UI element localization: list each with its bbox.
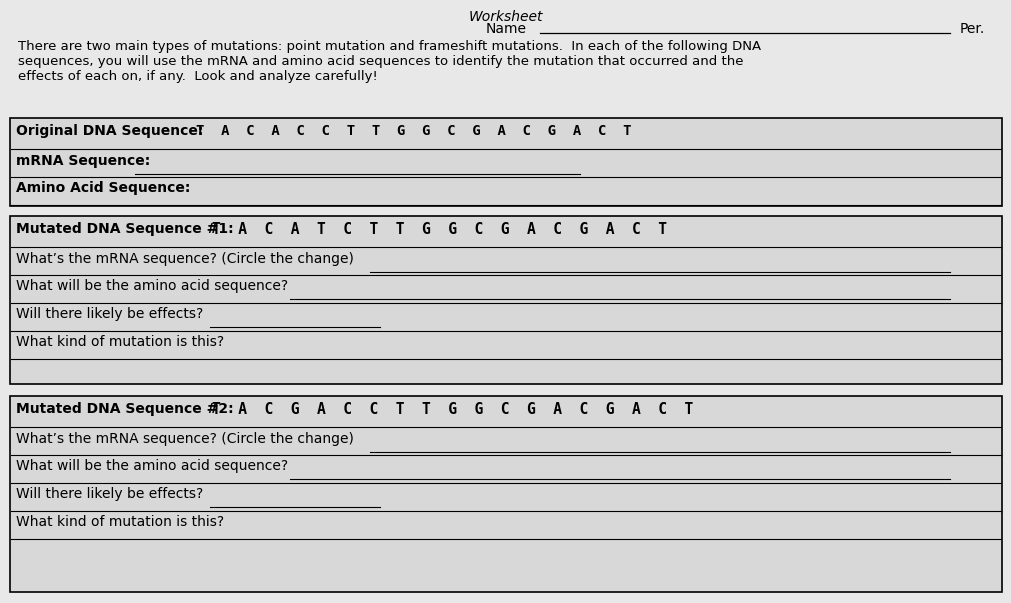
Text: Worksheet: Worksheet: [468, 10, 543, 24]
Text: Mutated DNA Sequence #2:: Mutated DNA Sequence #2:: [16, 402, 234, 416]
Text: What will be the amino acid sequence?: What will be the amino acid sequence?: [16, 459, 288, 473]
Text: Original DNA Sequence:: Original DNA Sequence:: [16, 124, 203, 138]
Text: Will there likely be effects?: Will there likely be effects?: [16, 307, 203, 321]
FancyBboxPatch shape: [10, 396, 1001, 592]
Text: T  A  C  A  T  C  T  T  G  G  C  G  A  C  G  A  C  T: T A C A T C T T G G C G A C G A C T: [211, 222, 666, 237]
Text: What’s the mRNA sequence? (Circle the change): What’s the mRNA sequence? (Circle the ch…: [16, 252, 354, 266]
Text: There are two main types of mutations: point mutation and frameshift mutations. : There are two main types of mutations: p…: [18, 40, 760, 83]
FancyBboxPatch shape: [10, 118, 1001, 206]
Text: Will there likely be effects?: Will there likely be effects?: [16, 487, 203, 501]
Text: Name: Name: [485, 22, 526, 36]
Text: What’s the mRNA sequence? (Circle the change): What’s the mRNA sequence? (Circle the ch…: [16, 432, 354, 446]
Text: What kind of mutation is this?: What kind of mutation is this?: [16, 515, 223, 529]
Text: T  A  C  G  A  C  C  T  T  G  G  C  G  A  C  G  A  C  T: T A C G A C C T T G G C G A C G A C T: [211, 402, 693, 417]
Text: What kind of mutation is this?: What kind of mutation is this?: [16, 335, 223, 349]
FancyBboxPatch shape: [10, 216, 1001, 384]
Text: Mutated DNA Sequence #1:: Mutated DNA Sequence #1:: [16, 222, 234, 236]
Text: mRNA Sequence:: mRNA Sequence:: [16, 154, 150, 168]
Text: T  A  C  A  C  C  T  T  G  G  C  G  A  C  G  A  C  T: T A C A C C T T G G C G A C G A C T: [196, 124, 631, 138]
Text: Per.: Per.: [959, 22, 985, 36]
Text: Amino Acid Sequence:: Amino Acid Sequence:: [16, 181, 190, 195]
Text: What will be the amino acid sequence?: What will be the amino acid sequence?: [16, 279, 288, 293]
